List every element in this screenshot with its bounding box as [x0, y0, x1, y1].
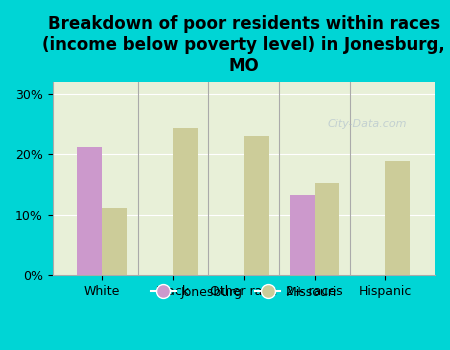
- Legend: Jonesburg, Missouri: Jonesburg, Missouri: [146, 281, 342, 304]
- Text: City-Data.com: City-Data.com: [328, 119, 407, 129]
- Bar: [102, 208, 127, 275]
- Bar: [244, 135, 269, 275]
- Title: Breakdown of poor residents within races
(income below poverty level) in Jonesbu: Breakdown of poor residents within races…: [42, 15, 445, 75]
- Bar: [77, 147, 102, 275]
- Bar: [173, 128, 198, 275]
- Bar: [290, 195, 315, 275]
- Bar: [386, 161, 410, 275]
- Bar: [315, 183, 339, 275]
